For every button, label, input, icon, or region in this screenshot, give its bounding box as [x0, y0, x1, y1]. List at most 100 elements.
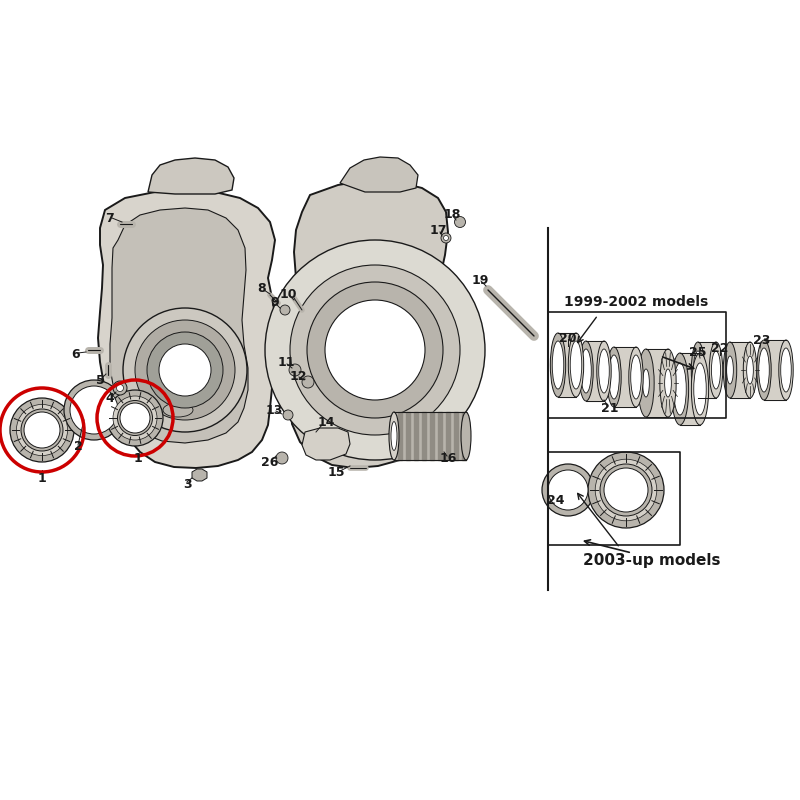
Circle shape	[307, 282, 443, 418]
Ellipse shape	[723, 342, 737, 398]
Ellipse shape	[642, 369, 650, 397]
Ellipse shape	[665, 369, 671, 397]
Polygon shape	[340, 157, 418, 192]
Polygon shape	[614, 347, 636, 407]
Circle shape	[443, 235, 449, 241]
Polygon shape	[558, 333, 576, 397]
Polygon shape	[764, 340, 786, 400]
Ellipse shape	[691, 353, 709, 425]
Circle shape	[588, 452, 664, 528]
Circle shape	[265, 240, 485, 460]
Text: 2: 2	[74, 441, 82, 454]
Ellipse shape	[391, 422, 397, 450]
Text: 24: 24	[547, 494, 565, 506]
Circle shape	[113, 381, 127, 395]
Polygon shape	[438, 412, 442, 460]
Text: 18: 18	[443, 209, 461, 222]
Ellipse shape	[674, 363, 686, 415]
Ellipse shape	[578, 341, 594, 401]
Text: 2003-up models: 2003-up models	[583, 553, 721, 567]
Ellipse shape	[597, 341, 611, 401]
Polygon shape	[422, 412, 426, 460]
Circle shape	[283, 410, 293, 420]
Ellipse shape	[568, 333, 584, 397]
Polygon shape	[454, 412, 458, 460]
Polygon shape	[680, 353, 700, 425]
Ellipse shape	[570, 341, 582, 389]
Circle shape	[441, 233, 451, 243]
Polygon shape	[586, 341, 604, 401]
Polygon shape	[462, 412, 466, 460]
Circle shape	[454, 217, 466, 227]
Ellipse shape	[638, 349, 654, 417]
Ellipse shape	[609, 355, 619, 399]
Text: 11: 11	[278, 355, 294, 369]
Ellipse shape	[694, 351, 702, 389]
Text: 1: 1	[38, 471, 46, 485]
Circle shape	[302, 376, 314, 388]
Text: 12: 12	[290, 370, 306, 382]
Circle shape	[280, 305, 290, 315]
Polygon shape	[698, 342, 716, 398]
Text: 3: 3	[182, 478, 191, 490]
Ellipse shape	[630, 355, 642, 399]
Text: 1: 1	[134, 451, 142, 465]
Text: 19: 19	[471, 274, 489, 286]
Polygon shape	[302, 428, 350, 460]
Text: 13: 13	[266, 403, 282, 417]
Ellipse shape	[694, 363, 706, 415]
Ellipse shape	[691, 342, 705, 398]
Circle shape	[24, 412, 60, 448]
Text: 17: 17	[430, 223, 446, 237]
Polygon shape	[290, 180, 452, 468]
Circle shape	[542, 464, 594, 516]
Ellipse shape	[163, 403, 193, 417]
Circle shape	[147, 332, 223, 408]
Ellipse shape	[629, 347, 643, 407]
Text: 21: 21	[602, 402, 618, 414]
Circle shape	[276, 452, 288, 464]
Ellipse shape	[598, 349, 610, 393]
Text: 1999-2002 models: 1999-2002 models	[564, 295, 708, 309]
Ellipse shape	[660, 349, 676, 417]
Circle shape	[70, 386, 118, 434]
Circle shape	[135, 320, 235, 420]
Ellipse shape	[581, 349, 591, 393]
Circle shape	[159, 344, 211, 396]
Polygon shape	[730, 342, 750, 398]
Text: 8: 8	[258, 282, 266, 294]
Circle shape	[21, 409, 63, 451]
Text: 25: 25	[690, 346, 706, 358]
Text: 10: 10	[279, 287, 297, 301]
Circle shape	[325, 300, 425, 400]
Circle shape	[600, 464, 652, 516]
Text: 23: 23	[754, 334, 770, 346]
Polygon shape	[398, 412, 402, 460]
Text: 22: 22	[711, 342, 729, 354]
Polygon shape	[646, 349, 668, 417]
Circle shape	[64, 380, 124, 440]
Text: 15: 15	[327, 466, 345, 478]
Circle shape	[604, 468, 648, 512]
Ellipse shape	[606, 347, 622, 407]
Circle shape	[123, 308, 247, 432]
Circle shape	[107, 390, 163, 446]
Polygon shape	[192, 469, 207, 481]
Circle shape	[548, 470, 588, 510]
Ellipse shape	[461, 412, 471, 460]
Polygon shape	[394, 412, 466, 460]
Circle shape	[113, 396, 157, 440]
Polygon shape	[406, 412, 410, 460]
Circle shape	[290, 265, 460, 435]
Ellipse shape	[711, 351, 721, 389]
Circle shape	[10, 398, 74, 462]
Polygon shape	[446, 412, 450, 460]
Ellipse shape	[758, 348, 770, 392]
Polygon shape	[414, 412, 418, 460]
Circle shape	[120, 403, 150, 433]
Ellipse shape	[710, 342, 722, 398]
Circle shape	[117, 385, 123, 391]
Text: 6: 6	[72, 347, 80, 361]
Text: 20: 20	[559, 331, 577, 345]
Circle shape	[118, 401, 153, 435]
